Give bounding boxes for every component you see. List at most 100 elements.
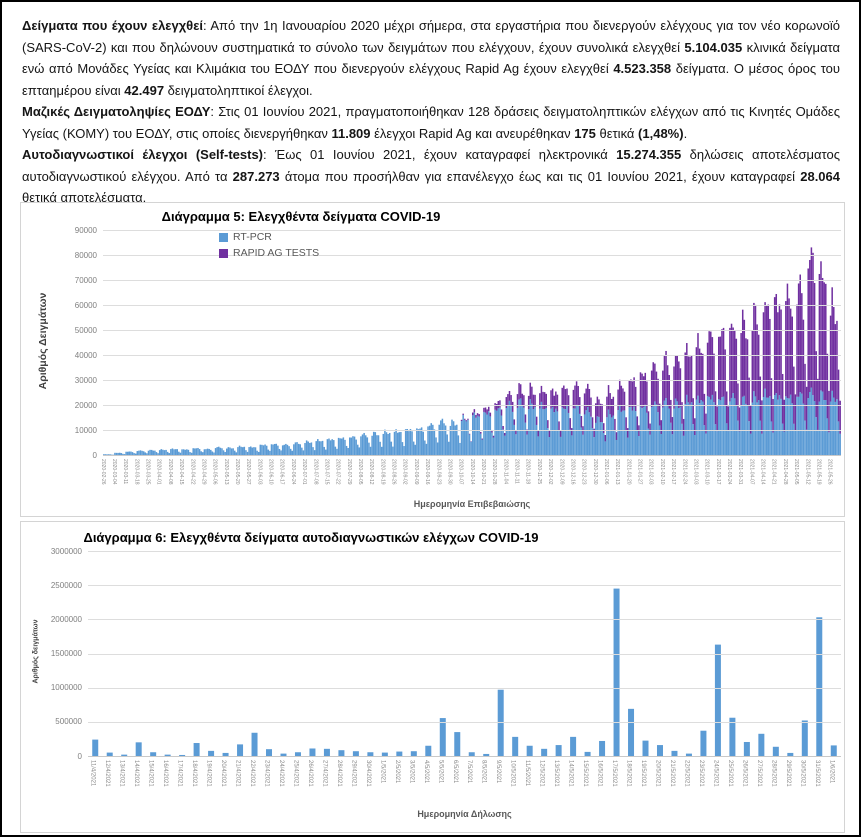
self-test-bar (193, 743, 200, 756)
rt-pcr-bar (595, 422, 597, 455)
rt-pcr-bar (786, 398, 789, 455)
rt-pcr-bar (757, 400, 760, 455)
rt-pcr-bar (189, 452, 191, 455)
rt-pcr-bar (718, 399, 720, 455)
rt-pcr-bar (596, 416, 599, 455)
self-test-bar (237, 744, 244, 756)
rt-pcr-bar (459, 442, 461, 455)
rapid-ag-bar (703, 393, 706, 426)
rt-pcr-bar (150, 449, 153, 455)
chart5-gridline (103, 330, 841, 331)
legend-swatch (219, 248, 228, 258)
chart6-y-tick-label: 500000 (55, 717, 82, 727)
text-run: δείγματα. Ο μέσος όρος του επταημέρου εί… (22, 61, 840, 98)
rapid-ag-bar (596, 396, 599, 417)
rapid-ag-bar (494, 403, 496, 410)
rt-pcr-bar (202, 452, 204, 455)
rt-pcr-bar (435, 437, 437, 455)
rt-pcr-bar (585, 410, 587, 455)
rt-pcr-bar (783, 431, 786, 455)
self-test-bar (483, 753, 490, 756)
rt-pcr-bar (660, 433, 663, 455)
chart5-x-tick-label: 2021-05-19 (815, 459, 822, 485)
bold-text-run: 11.809 (331, 125, 371, 141)
rt-pcr-bar (341, 438, 343, 455)
self-test-bar (628, 708, 635, 756)
rapid-ag-bar (481, 438, 484, 440)
rt-pcr-bar (483, 411, 485, 455)
chart6-x-tick-label: 26/4/2021 (306, 760, 313, 787)
rapid-ag-bar (746, 339, 749, 406)
rapid-ag-bar (671, 417, 674, 435)
rt-pcr-bar (628, 407, 631, 455)
rapid-ag-bar (668, 375, 670, 409)
rapid-ag-bar (620, 385, 623, 412)
rt-pcr-bar (198, 449, 201, 455)
chart6-bars (92, 588, 837, 756)
chart6-x-tick-label: 21/4/2021 (234, 760, 241, 787)
rapid-ag-bar (716, 406, 718, 432)
rapid-ag-bar (718, 336, 720, 400)
rt-pcr-bar (492, 437, 495, 455)
rt-pcr-bar (631, 410, 634, 455)
rt-pcr-bar (305, 440, 308, 455)
rt-pcr-bar (246, 451, 249, 455)
chart6-x-tick-label: 20/5/2021 (654, 760, 661, 787)
rt-pcr-bar (139, 450, 142, 455)
rt-pcr-bar (179, 452, 182, 455)
chart5-x-tick-label: 2021-02-10 (658, 459, 665, 485)
rapid-ag-bar (460, 419, 463, 422)
rt-pcr-bar (273, 443, 276, 455)
rt-pcr-bar (422, 431, 424, 455)
rapid-ag-bar (658, 403, 661, 426)
rt-pcr-bar (527, 409, 530, 455)
rt-pcr-bar (210, 449, 212, 455)
rt-pcr-bar (454, 425, 456, 455)
chart6-x-tick-label: 10/5/2021 (509, 760, 516, 787)
rapid-ag-bar (518, 383, 520, 400)
rapid-ag-bar (639, 372, 642, 407)
chart6-x-tick-label: 13/4/2021 (118, 760, 125, 787)
rt-pcr-bar (368, 442, 370, 455)
rt-pcr-bar (269, 450, 271, 455)
self-test-bar (787, 752, 794, 756)
chart6-x-tick-label: 4/5/2021 (422, 760, 429, 784)
rt-pcr-bar (133, 453, 135, 455)
rt-pcr-bar (710, 399, 712, 455)
rapid-ag-bar (762, 312, 765, 397)
rapid-ag-bar (679, 368, 682, 407)
rt-pcr-bar (334, 446, 337, 455)
rapid-ag-bar (486, 409, 488, 415)
rt-pcr-bar (297, 443, 300, 455)
rt-pcr-bar (190, 452, 193, 455)
rapid-ag-bar (483, 407, 485, 412)
chart5-x-tick-label: 2020-04-15 (178, 459, 185, 485)
rapid-ag-bar (743, 319, 746, 396)
rt-pcr-bar (344, 439, 346, 455)
chart5-x-tick-label: 2021-02-17 (670, 459, 677, 485)
chart5-x-tick-label: 2021-03-24 (725, 459, 732, 485)
rapid-ag-bar (700, 352, 702, 401)
bold-text-run: 287.273 (232, 168, 280, 184)
rt-pcr-bar (547, 428, 549, 455)
rt-pcr-bar (826, 418, 829, 455)
rt-pcr-bar (486, 414, 488, 455)
self-test-bar (541, 748, 548, 756)
chart5-x-tick-label: 2020-08-12 (368, 459, 375, 485)
rt-pcr-bar (432, 424, 434, 455)
rapid-ag-bar (745, 338, 747, 404)
rapid-ag-bar (665, 350, 667, 398)
rt-pcr-bar (414, 444, 417, 455)
rt-pcr-bar (778, 395, 781, 455)
chart6-x-tick-label: 9/5/2021 (495, 760, 502, 784)
rapid-ag-bar (567, 395, 570, 413)
chart5-gridline (103, 230, 841, 231)
rt-pcr-bar (163, 450, 166, 455)
rt-pcr-bar (352, 436, 354, 455)
rapid-ag-bar (785, 301, 787, 397)
rapid-ag-bar (695, 347, 698, 400)
chart5-gridline (103, 305, 841, 306)
chart5-y-tick-label: 20000 (74, 400, 97, 410)
rapid-ag-bar (550, 390, 552, 409)
rt-pcr-bar (561, 407, 563, 455)
